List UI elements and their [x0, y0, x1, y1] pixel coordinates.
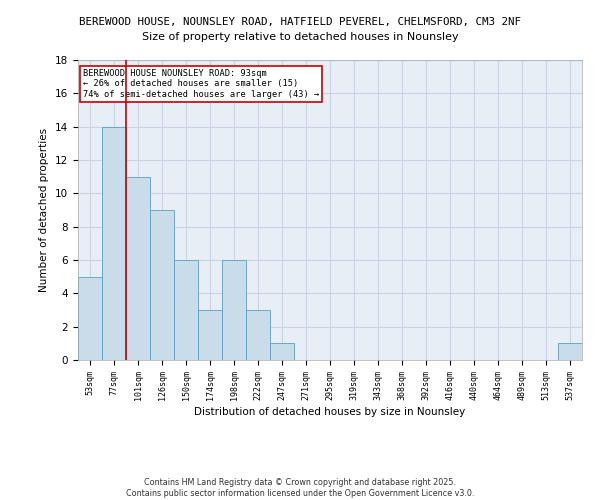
Y-axis label: Number of detached properties: Number of detached properties	[40, 128, 49, 292]
Bar	[150, 210, 174, 360]
Bar	[126, 176, 150, 360]
Bar	[558, 344, 582, 360]
Bar	[270, 344, 294, 360]
Bar	[246, 310, 270, 360]
X-axis label: Distribution of detached houses by size in Nounsley: Distribution of detached houses by size …	[194, 406, 466, 416]
Bar	[174, 260, 198, 360]
Text: Contains HM Land Registry data © Crown copyright and database right 2025.
Contai: Contains HM Land Registry data © Crown c…	[126, 478, 474, 498]
Text: BEREWOOD HOUSE, NOUNSLEY ROAD, HATFIELD PEVEREL, CHELMSFORD, CM3 2NF: BEREWOOD HOUSE, NOUNSLEY ROAD, HATFIELD …	[79, 18, 521, 28]
Text: Size of property relative to detached houses in Nounsley: Size of property relative to detached ho…	[142, 32, 458, 42]
Text: BEREWOOD HOUSE NOUNSLEY ROAD: 93sqm
← 26% of detached houses are smaller (15)
74: BEREWOOD HOUSE NOUNSLEY ROAD: 93sqm ← 26…	[83, 69, 319, 99]
Bar	[78, 276, 102, 360]
Bar	[102, 126, 126, 360]
Bar	[222, 260, 246, 360]
Bar	[198, 310, 222, 360]
